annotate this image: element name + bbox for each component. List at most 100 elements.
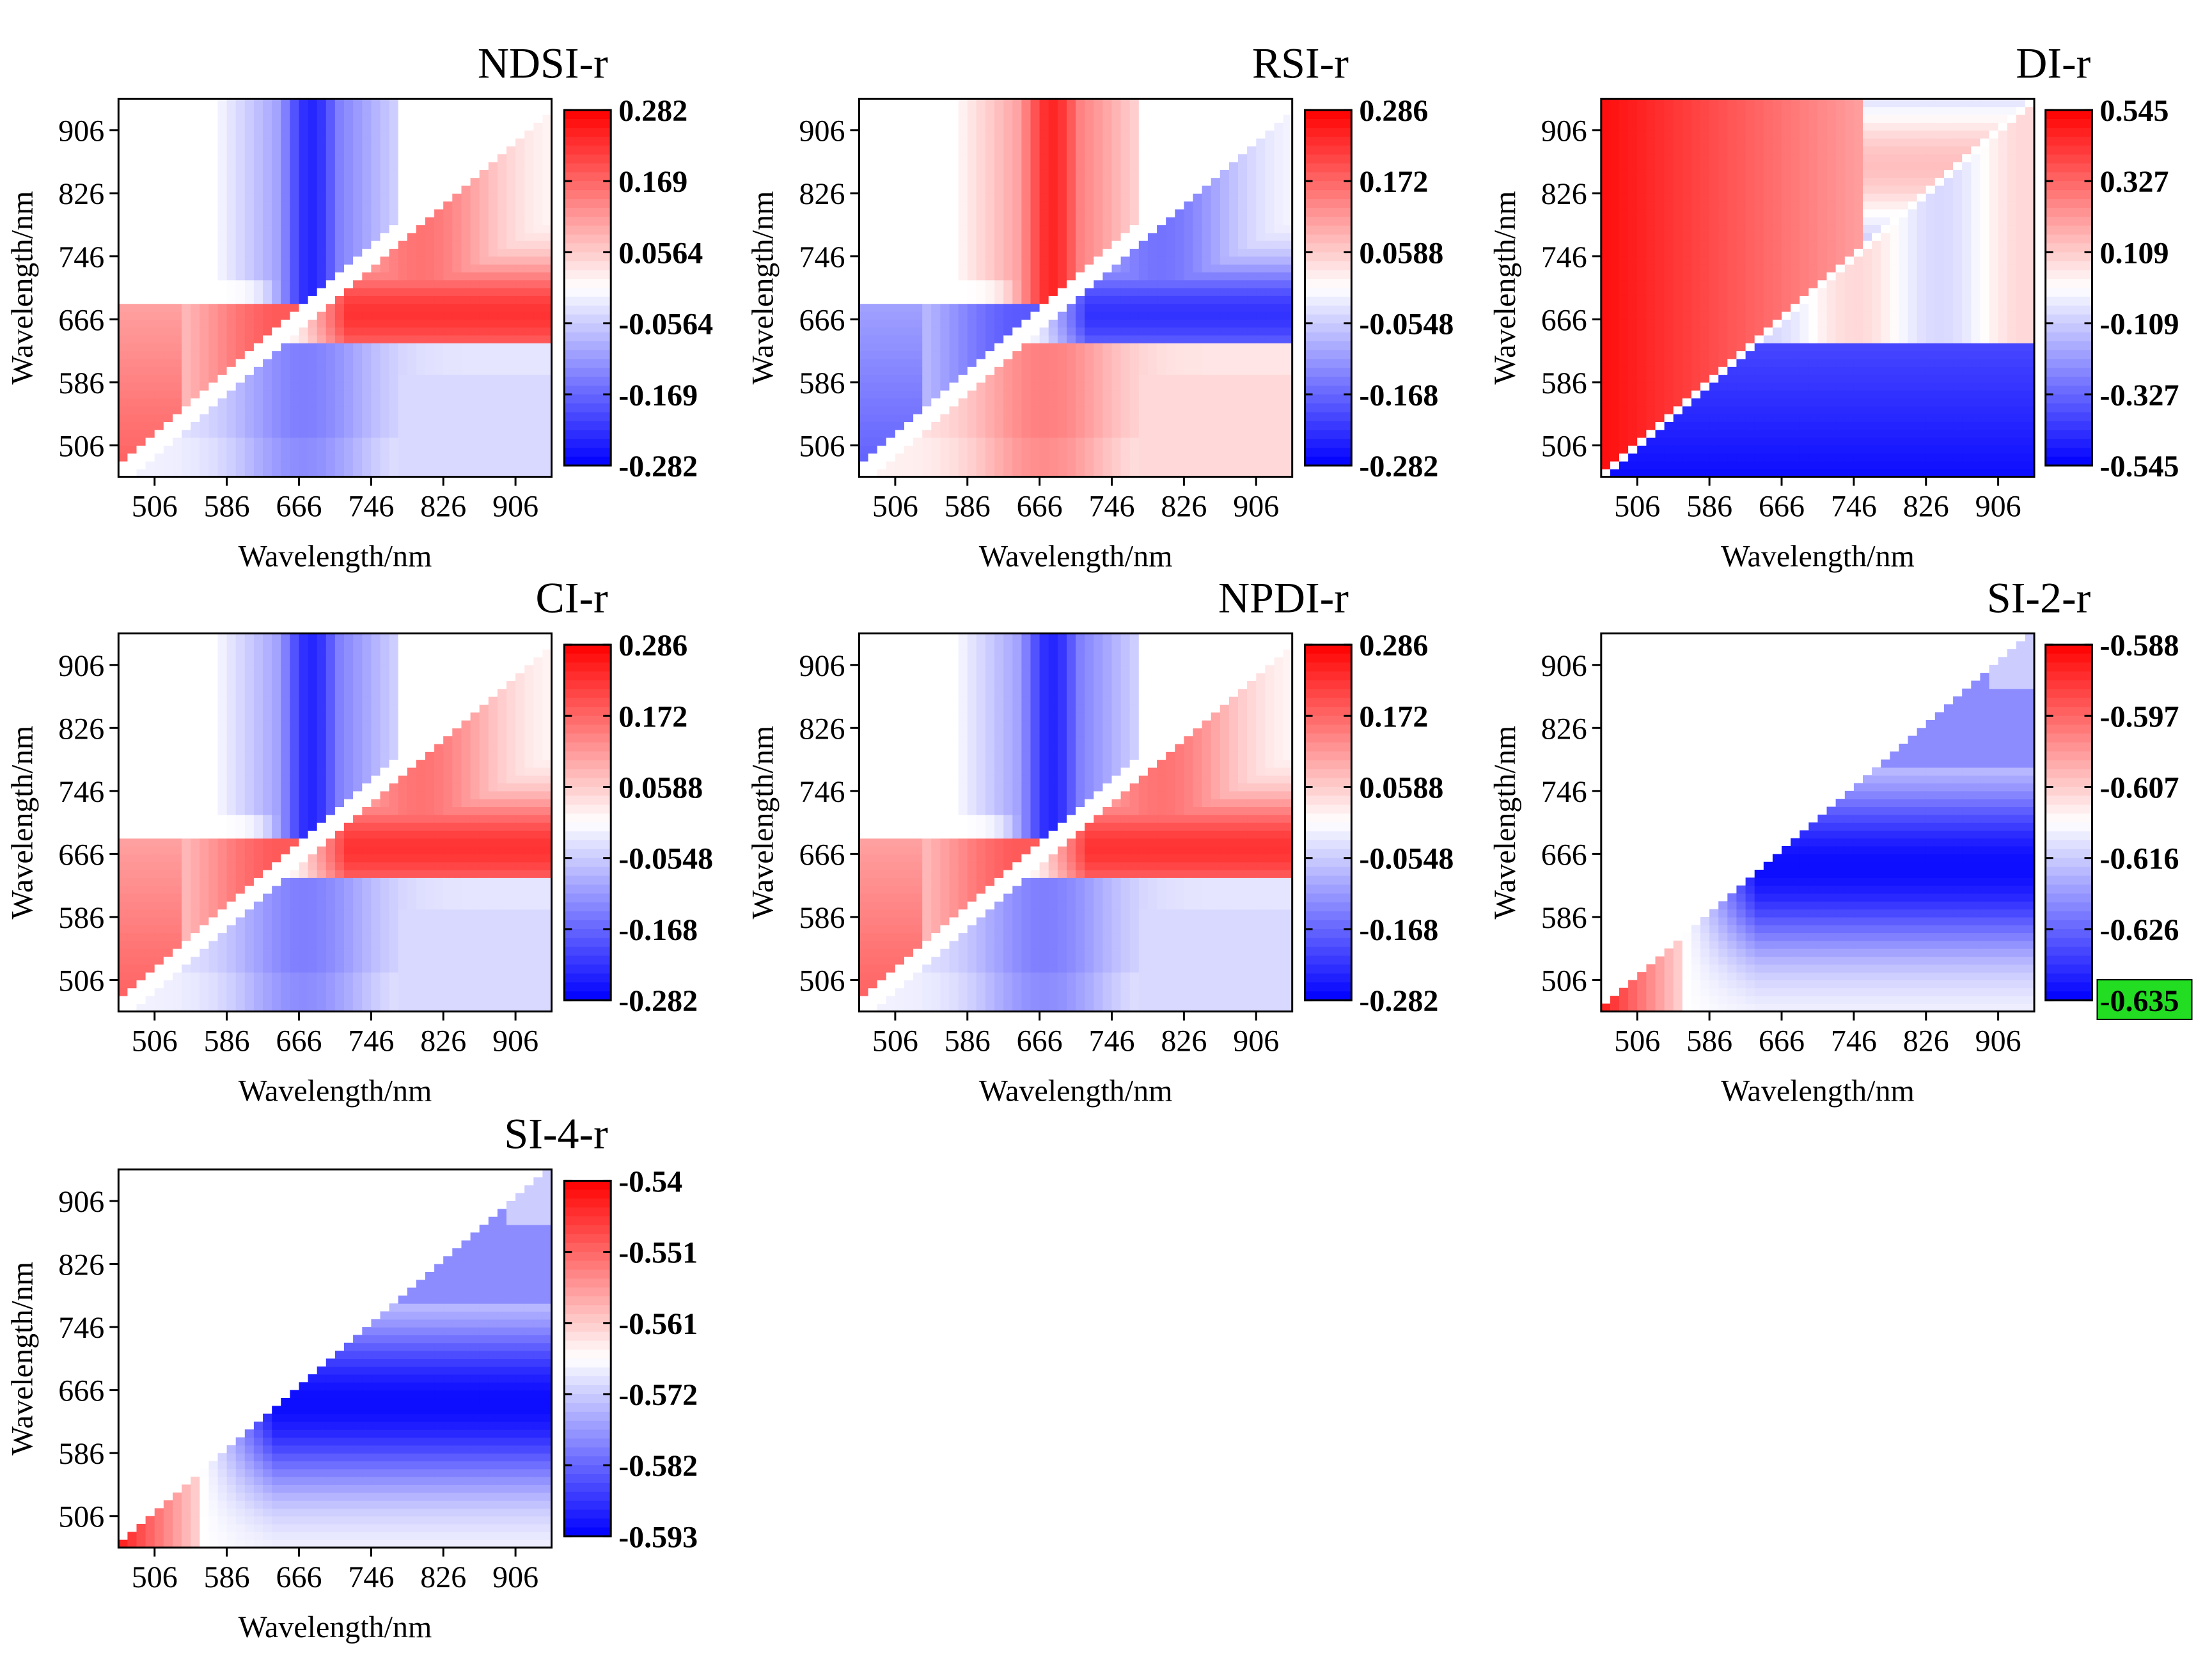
heatmap-cell: [940, 272, 950, 280]
heatmap-cell: [1049, 437, 1058, 446]
x-tick-label: 906: [1233, 490, 1279, 524]
heatmap-cell: [950, 453, 959, 462]
heatmap-cell: [1202, 304, 1212, 312]
heatmap-cell: [1067, 248, 1076, 256]
heatmap-cell: [155, 256, 164, 265]
heatmap-cell: [940, 240, 950, 249]
heatmap-cell: [407, 114, 417, 123]
heatmap-cell: [1211, 185, 1221, 194]
heatmap-cell: [200, 288, 209, 296]
heatmap-cell: [1601, 122, 1611, 130]
heatmap-cell: [416, 169, 426, 178]
heatmap-cell: [218, 430, 228, 438]
heatmap-cell: [1202, 351, 1212, 359]
heatmap-cell: [959, 217, 968, 225]
heatmap-cell: [985, 146, 995, 154]
heatmap-cell: [263, 272, 272, 280]
heatmap-cell: [524, 178, 534, 186]
heatmap-cell: [1166, 138, 1175, 146]
heatmap-cell: [208, 154, 218, 162]
colorbar-step: [564, 235, 611, 244]
heatmap-cell: [895, 114, 905, 123]
heatmap-cell: [462, 185, 471, 194]
heatmap-cell: [1157, 130, 1166, 139]
heatmap-cell: [227, 351, 237, 359]
heatmap-cell: [922, 201, 932, 210]
heatmap-cell: [118, 225, 128, 233]
heatmap-cell: [173, 390, 182, 398]
heatmap-cell: [1148, 193, 1157, 201]
heatmap-cell: [515, 295, 525, 304]
heatmap-cell: [859, 146, 869, 154]
heatmap-cell: [344, 138, 354, 146]
heatmap-cell: [227, 280, 237, 288]
heatmap-cell: [1202, 240, 1212, 249]
heatmap-cell: [335, 107, 345, 115]
heatmap-cell: [1601, 406, 1611, 414]
heatmap-cell: [362, 382, 372, 391]
heatmap-cell: [317, 146, 327, 154]
heatmap-cell: [542, 146, 552, 154]
heatmap-cell: [1211, 107, 1221, 115]
heatmap-cell: [1202, 217, 1212, 225]
heatmap-cell: [1076, 138, 1085, 146]
heatmap-cell: [913, 162, 923, 170]
heatmap-cell: [200, 461, 209, 469]
heatmap-cell: [515, 185, 525, 194]
heatmap-cell: [245, 366, 255, 375]
heatmap-cell: [272, 453, 281, 462]
heatmap-cell: [173, 375, 182, 383]
heatmap-cell: [281, 107, 290, 115]
heatmap-cell: [515, 406, 525, 414]
heatmap-cell: [326, 178, 336, 186]
heatmap-cell: [398, 256, 408, 265]
heatmap-cell: [353, 185, 363, 194]
heatmap-cell: [1601, 272, 1611, 280]
heatmap-cell: [164, 304, 173, 312]
heatmap-cell: [317, 193, 327, 201]
heatmap-cell: [353, 225, 363, 233]
heatmap-cell: [452, 233, 462, 241]
heatmap-cell: [1175, 335, 1184, 343]
heatmap-cell: [118, 375, 128, 383]
heatmap-cell: [272, 146, 281, 154]
heatmap-cell: [480, 280, 489, 288]
heatmap-cell: [1102, 272, 1112, 280]
heatmap-cell: [236, 154, 246, 162]
heatmap-cell: [1040, 414, 1049, 422]
heatmap-cell: [407, 193, 417, 201]
heatmap-cell: [155, 225, 164, 233]
heatmap-cell: [1031, 335, 1040, 343]
heatmap-cell: [994, 256, 1004, 265]
heatmap-cell: [1193, 430, 1203, 438]
heatmap-cell: [425, 406, 435, 414]
heatmap-cell: [1247, 185, 1257, 194]
heatmap-cell: [452, 185, 462, 194]
heatmap-cell: [380, 256, 390, 265]
heatmap-cell: [344, 225, 354, 233]
heatmap-cell: [308, 295, 318, 304]
heatmap-cell: [985, 351, 995, 359]
heatmap-cell: [1012, 319, 1022, 327]
heatmap-cell: [200, 185, 209, 194]
heatmap-cell: [515, 414, 525, 422]
heatmap-cell: [1021, 461, 1031, 469]
heatmap-cell: [506, 162, 516, 170]
heatmap-cell: [281, 256, 290, 265]
heatmap-cell: [1076, 264, 1085, 272]
heatmap-cell: [931, 359, 941, 367]
heatmap-cell: [1021, 217, 1031, 225]
heatmap-cell: [498, 304, 507, 312]
heatmap-cell: [1112, 359, 1122, 367]
heatmap-cell: [489, 366, 498, 375]
heatmap-cell: [1610, 169, 1620, 178]
heatmap-cell: [1628, 335, 1638, 343]
heatmap-cell: [1166, 146, 1175, 154]
heatmap-cell: [272, 272, 281, 280]
heatmap-cell: [290, 178, 299, 186]
heatmap-cell: [407, 146, 417, 154]
heatmap-cell: [443, 453, 453, 462]
heatmap-cell: [1256, 461, 1266, 469]
heatmap-cell: [335, 421, 345, 430]
heatmap-cell: [1637, 390, 1647, 398]
